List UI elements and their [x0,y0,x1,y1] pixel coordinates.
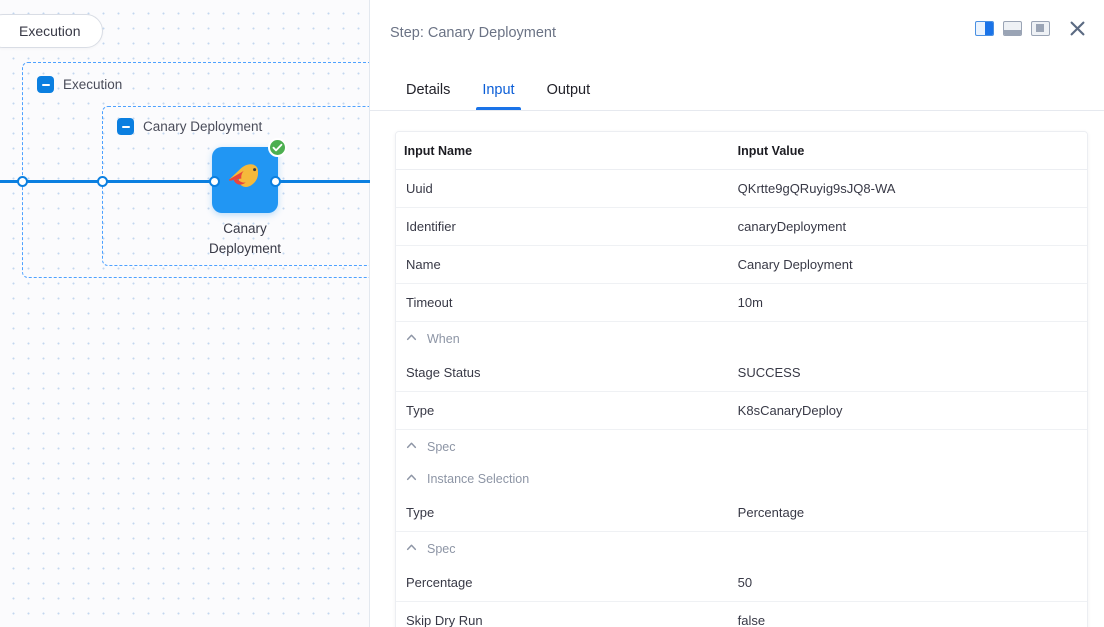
pipeline-canvas[interactable]: Execution Canary Deployment Canary D [0,0,370,627]
table-header-row: Input Name Input Value [396,132,1087,170]
panel-body: Input Name Input Value Uuid QKrtte9gQRuyi… [370,111,1104,627]
table-row: Percentage 50 [396,564,1087,602]
group-row-value [728,462,1087,494]
input-value-cell: Canary Deployment [727,245,1087,284]
input-value-cell: K8sCanaryDeploy [727,391,1087,430]
input-name-cell: Stage Status [396,354,728,392]
group-row-label: Instance Selection [427,472,530,486]
table-row: Timeout 10m [396,283,1087,322]
chevron-up-icon[interactable] [406,472,417,486]
input-value-cell: SUCCESS [727,354,1087,392]
group-header-execution[interactable]: Execution [37,76,122,93]
group-label-canary-deployment: Canary Deployment [143,119,263,134]
pipeline-node-canary-deployment[interactable] [212,138,287,213]
group-row-value [728,430,1087,463]
group-row-label: When [427,332,460,346]
input-name-cell: Percentage [396,564,728,602]
input-name-cell: Identifier [396,207,728,246]
table-row: Name Canary Deployment [396,245,1087,284]
table-group-row[interactable]: Spec [396,532,1087,565]
table-group-row[interactable]: Instance Selection [396,462,1087,494]
step-details-panel: Step: Canary Deployment Deta [370,0,1104,627]
group-row-value [728,532,1087,565]
node-input-port[interactable] [209,176,220,187]
input-value-cell: 50 [727,564,1087,602]
canvas-divider [369,0,370,627]
node-output-port[interactable] [270,176,281,187]
pipeline-node-label: Canary Deployment [208,221,282,256]
panel-tabs: Details Input Output [370,66,1104,110]
group-toggle-cell[interactable]: Instance Selection [396,462,728,494]
collapse-minus-icon[interactable] [117,118,134,135]
input-table-card: Input Name Input Value Uuid QKrtte9gQRuyi… [395,131,1088,627]
group-toggle-cell[interactable]: Spec [396,532,728,565]
chevron-up-icon[interactable] [406,332,417,346]
panel-left-icon[interactable] [975,20,994,36]
table-row: Type K8sCanaryDeploy [396,391,1087,430]
table-row: Skip Dry Run false [396,602,1087,627]
group-header-canary-deployment[interactable]: Canary Deployment [117,118,262,135]
group-row-label: Spec [427,440,456,454]
table-row: Uuid QKrtte9gQRuyig9sJQ8-WA [396,169,1087,208]
chevron-up-icon[interactable] [406,542,417,556]
input-value-cell: 10m [727,283,1087,322]
input-value-cell: false [737,613,766,627]
group-label-execution: Execution [63,77,123,92]
input-name-cell: Skip Dry Run [406,613,483,627]
group-toggle-cell[interactable]: Spec [396,430,728,463]
panel-header: Step: Canary Deployment [370,0,1104,66]
column-header-input-value: Input Value [727,132,1087,170]
panel-header-actions [975,17,1088,39]
input-value-cell: Percentage [727,494,1087,532]
page-title: Step: Canary Deployment [390,25,557,41]
connector-dot[interactable] [17,176,28,187]
panel-bottom-icon[interactable] [1003,20,1022,36]
canary-bird-icon [225,161,265,200]
collapse-minus-icon[interactable] [37,76,54,93]
input-name-cell: Name [396,245,728,284]
input-name-cell: Uuid [396,169,728,208]
tab-input[interactable]: Input [466,82,530,110]
panel-right-icon[interactable] [1031,20,1050,36]
table-body: Uuid QKrtte9gQRuyig9sJQ8-WA Identifier cana… [396,169,1087,627]
check-circle-icon [268,138,287,157]
input-name-cell: Type [396,494,728,532]
table-group-row[interactable]: When [396,322,1087,355]
close-icon[interactable] [1066,17,1088,39]
input-name-cell: Timeout [396,283,728,322]
pipeline-connector-line [0,180,370,183]
chevron-up-icon[interactable] [406,440,417,454]
stage-tab-execution[interactable]: Execution [0,14,104,48]
input-value-cell: QKrtte9gQRuyig9sJQ8-WA [727,169,1087,208]
group-row-label: Spec [427,542,456,556]
tab-output[interactable]: Output [531,82,607,110]
input-name-cell: Type [396,391,728,430]
column-header-input-name: Input Name [396,132,728,170]
table-row: Stage Status SUCCESS [396,354,1087,392]
table-row: Type Percentage [396,494,1087,532]
group-row-value [728,322,1087,355]
tabs-divider [370,110,1104,111]
table-row: Identifier canaryDeployment [396,207,1087,246]
table-group-row[interactable]: Spec [396,430,1087,463]
group-toggle-cell[interactable]: When [396,322,728,355]
tab-details[interactable]: Details [390,82,466,110]
stage-tab-label: Execution [19,23,81,39]
connector-dot[interactable] [97,176,108,187]
input-table: Input Name Input Value Uuid QKrtte9gQRuyi… [396,132,1087,627]
stage-group-execution[interactable] [22,62,370,278]
input-value-cell: canaryDeployment [727,207,1087,246]
